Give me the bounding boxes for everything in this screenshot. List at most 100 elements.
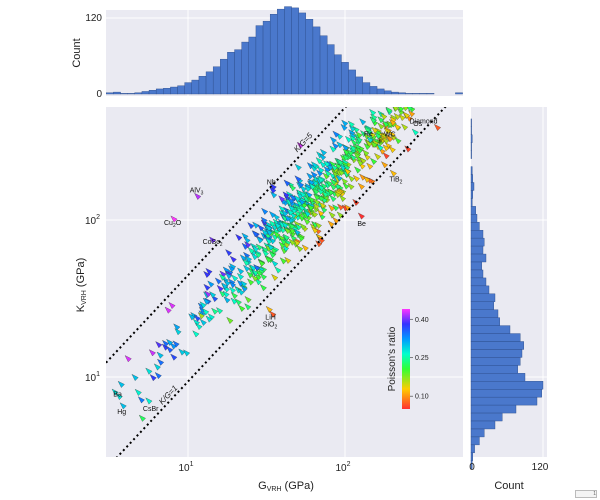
scatter-point <box>197 312 205 320</box>
top-histogram-bar <box>369 86 378 95</box>
scatter-point <box>301 244 309 252</box>
scatter-point <box>355 147 363 155</box>
scatter-point <box>279 257 287 265</box>
scatter-point <box>317 209 325 217</box>
scatter-point <box>219 270 227 278</box>
scatter-point <box>244 296 252 304</box>
scatter-point <box>349 153 357 161</box>
annotation-label: CsBr <box>143 406 159 413</box>
main-ylabel: KVRH (GPa) <box>75 258 88 313</box>
scatter-point <box>216 284 224 292</box>
scatter-point <box>278 241 286 249</box>
right-histogram-bar <box>470 237 485 247</box>
scatter-point <box>134 388 142 396</box>
top-histogram-bar <box>191 79 200 95</box>
scatter-point <box>157 358 165 366</box>
top-histogram-bar <box>148 89 157 95</box>
scatter-point <box>353 151 361 159</box>
scatter-point <box>369 108 377 116</box>
scatter-point <box>393 123 401 131</box>
top-histogram-bar <box>134 92 143 95</box>
right-histogram-bar <box>470 412 503 422</box>
main-xtick-10: 101 <box>178 461 193 474</box>
scatter-point <box>202 308 210 316</box>
scatter-point <box>383 127 391 135</box>
scatter-point <box>278 205 286 213</box>
right-histogram-bar <box>470 261 483 271</box>
scatter-point <box>315 157 323 165</box>
scatter-point <box>166 346 174 354</box>
scatter-point <box>398 107 405 113</box>
scatter-point <box>251 245 259 253</box>
top-histogram-bar <box>227 52 235 95</box>
scatter-point <box>281 221 289 229</box>
scatter-point <box>382 152 390 160</box>
scatter-point <box>296 206 304 214</box>
scatter-point <box>265 228 273 236</box>
scatter-point <box>278 195 286 203</box>
scatter-point <box>265 237 273 245</box>
scatter-point <box>237 267 245 275</box>
scatter-point <box>260 216 268 224</box>
scatter-point <box>311 221 319 229</box>
scatter-point <box>369 116 377 124</box>
scatter-point <box>207 313 215 321</box>
scatter-point <box>117 380 125 388</box>
scatter-point <box>348 129 356 137</box>
scatter-point <box>297 234 305 242</box>
colorbar-gradient <box>402 309 410 409</box>
main-scatter: K/G=5 K/G=1 OsReIrDiamondWCTiB2BeNbAlV3C… <box>75 107 463 493</box>
top-histogram-bar <box>348 69 356 95</box>
scatter-point <box>376 143 384 151</box>
scatter-point <box>170 353 178 361</box>
top-histogram-bar <box>319 35 328 95</box>
scatter-point <box>230 297 238 305</box>
right-histogram-bar <box>470 190 473 199</box>
scatter-point <box>284 214 292 222</box>
scatter-point <box>169 342 177 350</box>
scatter-point <box>380 112 388 120</box>
top-histogram-ytick-120: 120 <box>85 13 102 24</box>
scatter-point <box>218 290 226 298</box>
annotation-label: Cu2O <box>164 220 182 229</box>
scatter-point <box>255 243 263 251</box>
scatter-point <box>334 191 342 199</box>
scatter-point <box>339 164 347 172</box>
right-histogram-bar <box>470 166 473 175</box>
scatter-point <box>314 221 322 229</box>
scatter-point <box>298 204 306 212</box>
scatter-point <box>295 199 303 207</box>
scatter-point <box>237 288 245 296</box>
annotation-label: Diamond <box>410 119 438 126</box>
scatter-point <box>332 204 340 212</box>
scatter-point <box>281 209 289 217</box>
top-histogram-bar <box>106 92 114 95</box>
right-histogram-bar <box>470 381 544 390</box>
scatter-point <box>155 341 163 349</box>
scatter-point <box>265 224 273 232</box>
scatter-point <box>259 284 267 292</box>
scatter-point <box>311 210 319 218</box>
scatter-point <box>273 230 281 238</box>
scatter-point <box>308 182 316 190</box>
scatter-point <box>282 233 290 241</box>
scatter-point <box>234 298 242 306</box>
scatter-point <box>251 269 259 277</box>
scatter-point <box>359 173 367 181</box>
scatter-point <box>355 131 363 139</box>
scatter-point <box>310 161 318 169</box>
scatter-point <box>323 166 331 174</box>
scatter-point <box>231 274 239 282</box>
scatter-point <box>174 328 182 336</box>
scatter-point <box>242 259 250 267</box>
scatter-point <box>389 116 397 124</box>
scatter-point <box>281 214 289 222</box>
scatter-point <box>216 307 224 315</box>
scatter-point <box>322 172 330 180</box>
scatter-point <box>228 286 236 294</box>
scatter-point <box>228 265 236 273</box>
top-histogram-bar <box>419 93 428 95</box>
scatter-point <box>145 367 153 375</box>
annotation-label: SiO2 <box>263 321 278 330</box>
scatter-point <box>320 182 328 190</box>
